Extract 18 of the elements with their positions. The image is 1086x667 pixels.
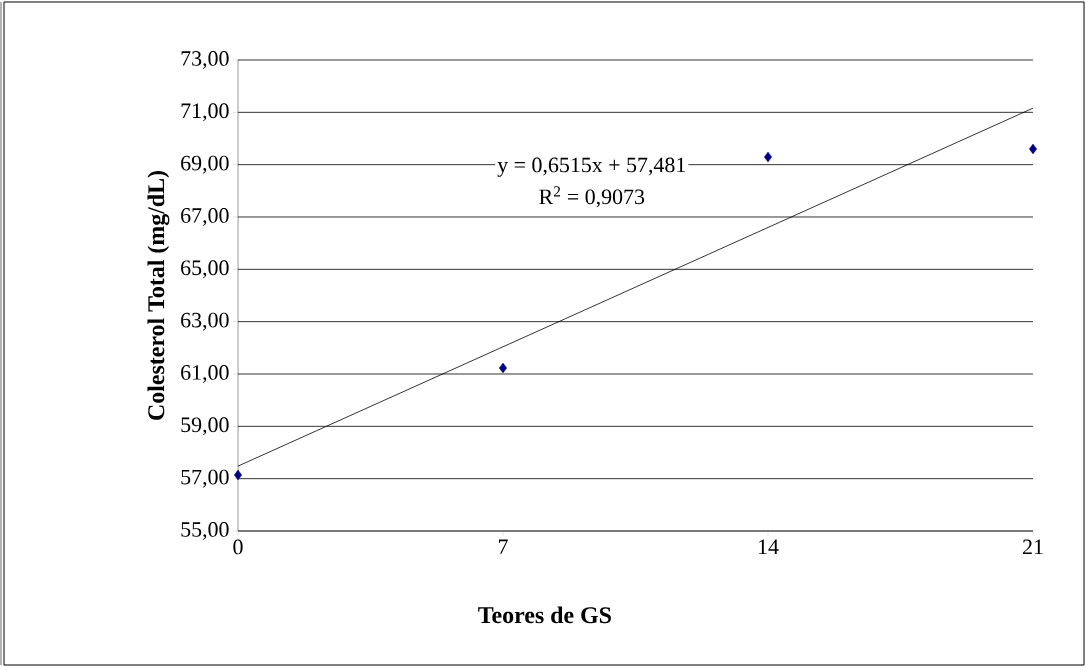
y-tick-label: 57,00 — [181, 469, 229, 488]
x-tick-label: 0 — [233, 539, 243, 555]
x-tick-label: 7 — [498, 539, 508, 554]
y-axis-title: Colesterol Total (mg/dL) — [147, 171, 170, 420]
y-tick-label: 59,00 — [181, 417, 229, 436]
x-axis-title: Teores de GS — [478, 606, 611, 624]
y-tick-label: 61,00 — [181, 365, 229, 383]
x-tick-label: 21 — [1023, 539, 1043, 555]
annotation: y = 0,6515x + 57,481 — [497, 157, 685, 177]
y-tick-label: 73,00 — [181, 51, 229, 69]
y-tick-label: 71,00 — [181, 103, 229, 122]
annotation: R$^{2}$ = 0,9073 — [539, 186, 645, 208]
y-tick-label: 69,00 — [181, 155, 229, 174]
y-tick-label: 65,00 — [181, 260, 229, 279]
y-tick-label: 55,00 — [181, 522, 229, 540]
x-tick-label: 14 — [758, 539, 779, 554]
y-tick-label: 67,00 — [181, 208, 229, 226]
y-tick-label: 63,00 — [181, 312, 229, 331]
